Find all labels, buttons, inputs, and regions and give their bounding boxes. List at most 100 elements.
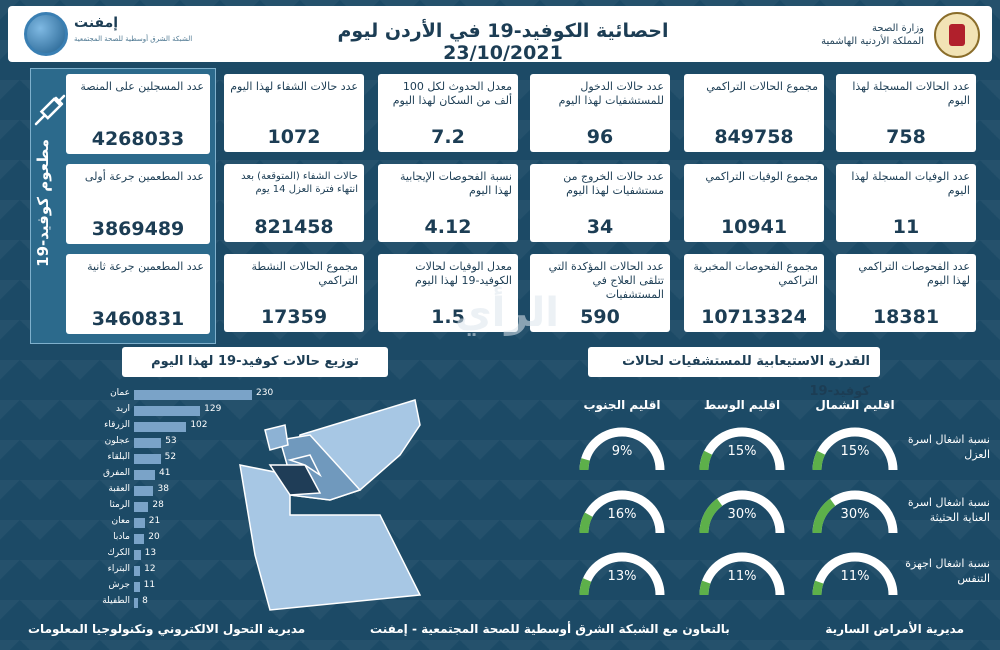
bar — [134, 390, 252, 400]
daily-tests-value: 18381 — [872, 306, 940, 328]
second-dose-card: عدد المطعمين جرعة ثانية 3460831 — [66, 254, 210, 334]
bar — [134, 550, 141, 560]
region-south: اقليم الجنوب — [583, 398, 661, 412]
daily-tests-card: عدد الفحوصات التراكمي لهذا اليوم 18381 — [836, 254, 976, 332]
second-dose-value: 3460831 — [91, 308, 185, 330]
daily-tests-label: عدد الفحوصات التراكمي لهذا اليوم — [858, 260, 970, 287]
distribution-bar-chart: عمان 230 اربد 129 الزرقاء 102 عجلون 53 البلقاء 52… — [92, 388, 292, 616]
ministry-line2: المملكة الأردنية الهاشمية — [821, 36, 924, 47]
bar-value-label: 53 — [165, 436, 177, 446]
recoveries-label: عدد حالات الشفاء لهذا اليوم — [230, 80, 358, 93]
gauge-percent: 15% — [727, 444, 757, 459]
vaccination-label-text: مطعوم كوفيد-19 — [34, 139, 52, 267]
region-center: اقليم الوسط — [703, 398, 781, 412]
bar-value-label: 8 — [142, 596, 148, 606]
gauge-arc — [812, 427, 898, 471]
daily-deaths-card: عدد الوفيات المسجلة لهذا اليوم 11 — [836, 164, 976, 242]
first-dose-value: 3869489 — [91, 218, 185, 240]
hospitalized-card: عدد الحالات المؤكدة التي تتلقى العلاج في… — [530, 254, 670, 332]
bar-category-label: مادبا — [113, 532, 130, 542]
hospitalized-label: عدد الحالات المؤكدة التي تتلقى العلاج في… — [548, 260, 664, 301]
bar-row: البلقاء 52 — [92, 452, 292, 465]
vaccination-panel-label: مطعوم كوفيد-19 — [28, 139, 58, 267]
recoveries-value: 1072 — [267, 126, 321, 148]
syringe-icon — [34, 94, 66, 126]
daily-cases-card: عدد الحالات المسجلة لهذا اليوم 758 — [836, 74, 976, 152]
active-cases-value: 17359 — [260, 306, 328, 328]
gauge-fill — [579, 578, 592, 596]
total-tests-label: مجموع الفحوصات المخبرية التراكمي — [693, 260, 818, 287]
bar-value-label: 12 — [144, 564, 156, 574]
total-tests-value: 10713324 — [701, 306, 807, 328]
emphnet-logo-icon — [24, 12, 68, 56]
gauge-percent: 30% — [727, 507, 757, 522]
gauge-percent: 30% — [840, 507, 870, 522]
positivity-label: نسبة الفحوصات الإيجابية لهذا اليوم — [399, 170, 512, 197]
bar-category-label: عجلون — [104, 436, 130, 446]
total-deaths-value: 10941 — [720, 216, 788, 238]
bar-value-label: 38 — [157, 484, 169, 494]
gauge-fill — [699, 450, 713, 471]
expected-recoveries-value: 821458 — [254, 216, 334, 238]
jordan-map — [239, 399, 422, 611]
page-title: احصائية الكوفيد-19 في الأردن ليوم 23/10/… — [337, 20, 669, 64]
hospital-admissions-card: عدد حالات الدخول للمستشفيات لهذا اليوم 9… — [530, 74, 670, 152]
hospital-admissions-value: 96 — [586, 126, 614, 148]
bar — [134, 598, 139, 608]
footer-collaboration: بالتعاون مع الشبكة الشرق أوسطية للصحة ال… — [370, 622, 730, 636]
active-cases-label: مجموع الحالات النشطة التراكمي — [251, 260, 358, 287]
bar-value-label: 129 — [204, 404, 222, 414]
hospital-admissions-label: عدد حالات الدخول للمستشفيات لهذا اليوم — [558, 80, 664, 107]
daily-cases-label: عدد الحالات المسجلة لهذا اليوم — [852, 80, 970, 107]
gauge-arc — [699, 427, 785, 471]
bar-value-label: 21 — [148, 516, 161, 526]
bar-value-label: 230 — [256, 388, 274, 398]
gauge-percent: 11% — [727, 569, 757, 584]
gauge-arc — [699, 552, 785, 596]
bar-row: الطفيلة 8 — [92, 596, 292, 609]
first-dose-label: عدد المطعمين جرعة أولى — [84, 170, 204, 183]
occupancy-gauge: 15% — [805, 422, 905, 477]
bar-category-label: الرمثا — [109, 500, 131, 510]
gauge-percent: 16% — [607, 507, 637, 522]
incidence-card: معدل الحدوث لكل 100 ألف من السكان لهذا ا… — [378, 74, 518, 152]
gauge-fill — [699, 498, 723, 534]
gauge-track — [579, 552, 665, 596]
total-cases-value: 849758 — [714, 126, 794, 148]
positivity-value: 4.12 — [424, 216, 472, 238]
bar-category-label: المفرق — [103, 468, 130, 478]
daily-deaths-value: 11 — [892, 216, 920, 238]
emphnet-subtitle: الشبكة الشرق أوسطية للصحة المجتمعية — [74, 35, 193, 43]
daily-deaths-label: عدد الوفيات المسجلة لهذا اليوم — [851, 170, 970, 197]
bar-row: جرش 11 — [92, 580, 292, 593]
bar — [134, 470, 156, 480]
map-zarqa — [287, 454, 322, 478]
hospitalized-value: 590 — [580, 306, 620, 328]
bar-value-label: 28 — [152, 500, 164, 510]
bar-row: المفرق 41 — [92, 468, 292, 481]
gauge-percent: 15% — [840, 444, 870, 459]
registered-card: عدد المسجلين على المنصة 4268033 — [66, 74, 210, 154]
incidence-value: 7.2 — [431, 126, 465, 148]
total-cases-label: مجموع الحالات التراكمي — [706, 80, 818, 93]
occupancy-gauge: 11% — [805, 547, 905, 602]
recoveries-card: عدد حالات الشفاء لهذا اليوم 1072 — [224, 74, 364, 152]
isolation-beds-label: نسبة اشغال اسرة العزل — [907, 433, 990, 461]
hospital-discharges-value: 34 — [586, 216, 614, 238]
bar — [134, 534, 145, 544]
bar — [134, 438, 162, 448]
registered-label: عدد المسجلين على المنصة — [80, 80, 204, 93]
occupancy-gauge: 15% — [692, 422, 792, 477]
gauge-fill — [699, 580, 711, 596]
gauge-fill — [579, 512, 593, 534]
map-amman — [268, 464, 322, 496]
occupancy-gauge: 30% — [692, 485, 792, 540]
bar — [134, 518, 145, 528]
bar-row: الكرك 13 — [92, 548, 292, 561]
bar-row: اربد 129 — [92, 404, 292, 417]
gauge-arc — [812, 490, 898, 534]
bar-row: معان 21 — [92, 516, 292, 529]
bar-category-label: البلقاء — [107, 452, 130, 462]
occupancy-gauge: 16% — [572, 485, 672, 540]
gauge-arc — [579, 552, 665, 596]
